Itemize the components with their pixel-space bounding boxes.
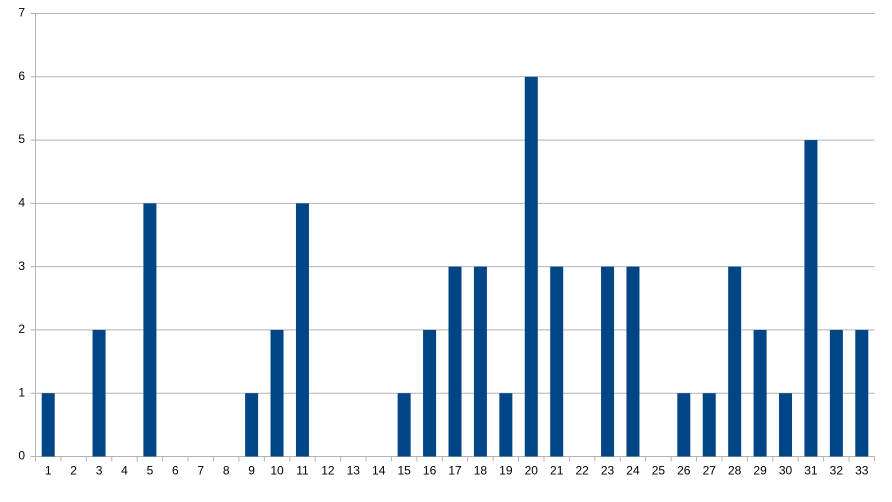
bar xyxy=(397,393,411,457)
bar xyxy=(550,266,564,457)
y-tick-label: 4 xyxy=(18,196,25,210)
x-tick-label: 32 xyxy=(830,464,844,478)
x-tick-label: 27 xyxy=(703,464,717,478)
y-tick-label: 6 xyxy=(18,69,25,83)
x-tick-label: 25 xyxy=(652,464,666,478)
x-tick-label: 12 xyxy=(321,464,335,478)
bar xyxy=(779,393,793,457)
x-tick-label: 10 xyxy=(270,464,284,478)
x-tick-label: 4 xyxy=(121,464,128,478)
x-tick-label: 22 xyxy=(575,464,589,478)
x-tick-label: 2 xyxy=(70,464,77,478)
x-tick-label: 16 xyxy=(423,464,437,478)
x-tick-label: 19 xyxy=(499,464,513,478)
x-tick-label: 15 xyxy=(397,464,411,478)
y-tick-label: 1 xyxy=(18,385,25,399)
bar xyxy=(92,329,106,457)
y-tick-label: 2 xyxy=(18,322,25,336)
bar xyxy=(524,76,538,457)
bar xyxy=(677,393,691,457)
bar xyxy=(295,203,309,457)
bar xyxy=(626,266,640,457)
bar xyxy=(499,393,513,457)
x-tick-label: 13 xyxy=(347,464,361,478)
y-tick-label: 0 xyxy=(18,449,25,463)
x-tick-label: 29 xyxy=(753,464,767,478)
x-tick-label: 26 xyxy=(677,464,691,478)
y-tick-label: 3 xyxy=(18,259,25,273)
bar xyxy=(41,393,55,457)
bar xyxy=(804,140,818,457)
bar xyxy=(473,266,487,457)
bar xyxy=(270,329,284,457)
x-tick-label: 24 xyxy=(626,464,640,478)
x-tick-label: 23 xyxy=(601,464,615,478)
x-tick-label: 21 xyxy=(550,464,564,478)
x-tick-label: 11 xyxy=(296,464,309,478)
bar xyxy=(829,329,843,457)
bar xyxy=(143,203,157,457)
bar xyxy=(423,329,437,457)
x-tick-label: 18 xyxy=(474,464,488,478)
x-tick-label: 31 xyxy=(804,464,818,478)
bar xyxy=(601,266,615,457)
bar xyxy=(753,329,767,457)
y-tick-label: 7 xyxy=(18,6,25,20)
x-tick-label: 8 xyxy=(223,464,230,478)
x-tick-label: 14 xyxy=(372,464,386,478)
x-tick-label: 9 xyxy=(248,464,255,478)
bar xyxy=(702,393,716,457)
x-tick-label: 7 xyxy=(197,464,204,478)
x-tick-label: 6 xyxy=(172,464,179,478)
x-tick-label: 20 xyxy=(525,464,539,478)
x-tick-label: 33 xyxy=(855,464,869,478)
x-tick-label: 3 xyxy=(96,464,103,478)
bar xyxy=(728,266,742,457)
bar xyxy=(448,266,462,457)
x-tick-label: 17 xyxy=(448,464,462,478)
y-tick-label: 5 xyxy=(18,132,25,146)
bar xyxy=(245,393,259,457)
x-tick-label: 30 xyxy=(779,464,793,478)
x-tick-label: 5 xyxy=(147,464,154,478)
x-tick-label: 28 xyxy=(728,464,742,478)
bar xyxy=(855,329,869,457)
x-tick-label: 1 xyxy=(45,464,52,478)
